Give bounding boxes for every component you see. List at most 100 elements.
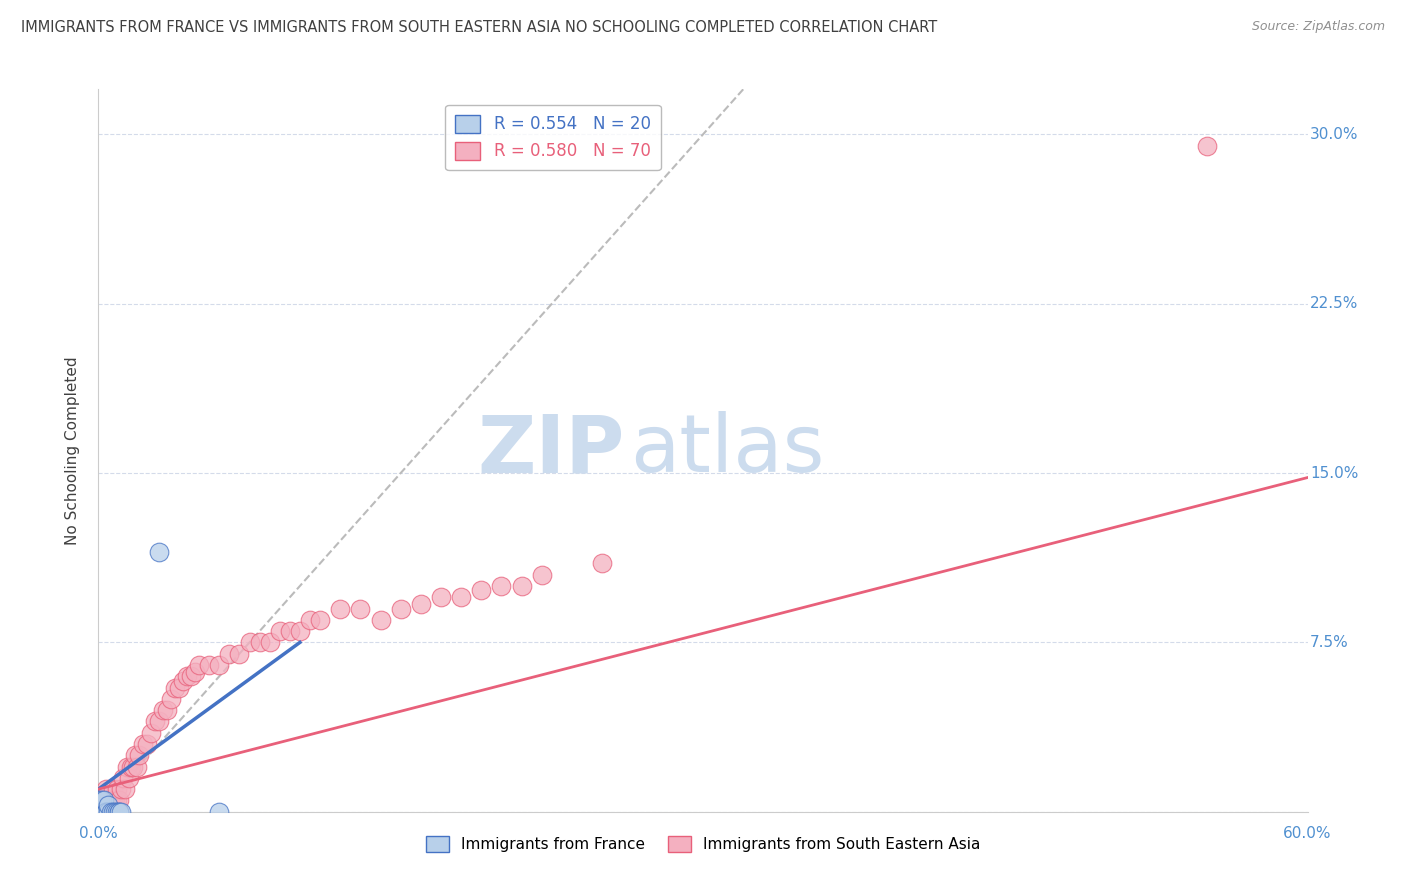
Point xyxy=(163,681,186,695)
Text: 15.0%: 15.0% xyxy=(1310,466,1358,481)
Point xyxy=(591,557,613,571)
Point xyxy=(208,657,231,672)
Point xyxy=(128,748,150,763)
Point xyxy=(96,805,118,819)
Point xyxy=(107,793,129,807)
Point xyxy=(89,805,111,819)
Point xyxy=(105,793,128,807)
Point xyxy=(105,782,128,797)
Point xyxy=(491,579,513,593)
Point xyxy=(105,805,128,819)
Point xyxy=(409,597,432,611)
Point xyxy=(389,601,412,615)
Text: 22.5%: 22.5% xyxy=(1310,296,1358,311)
Point xyxy=(172,673,194,688)
Point xyxy=(91,793,114,807)
Point xyxy=(93,805,115,819)
Point xyxy=(100,805,122,819)
Point xyxy=(93,793,115,807)
Point xyxy=(278,624,301,639)
Point xyxy=(96,782,118,797)
Point xyxy=(228,647,250,661)
Point xyxy=(176,669,198,683)
Point xyxy=(299,613,322,627)
Point xyxy=(370,613,392,627)
Point xyxy=(115,759,138,773)
Point xyxy=(288,624,311,639)
Point xyxy=(530,567,553,582)
Point xyxy=(188,657,211,672)
Text: ZIP: ZIP xyxy=(477,411,624,490)
Point xyxy=(101,793,124,807)
Point xyxy=(470,583,492,598)
Point xyxy=(143,714,166,729)
Point xyxy=(148,714,170,729)
Point xyxy=(239,635,262,649)
Point xyxy=(118,771,141,785)
Point xyxy=(97,797,120,812)
Point xyxy=(103,805,125,819)
Point xyxy=(249,635,271,649)
Point xyxy=(101,805,124,819)
Legend: Immigrants from France, Immigrants from South Eastern Asia: Immigrants from France, Immigrants from … xyxy=(419,830,987,858)
Point xyxy=(100,805,122,819)
Point xyxy=(132,737,155,751)
Point xyxy=(111,771,134,785)
Point xyxy=(89,793,111,807)
Point xyxy=(121,759,143,773)
Point xyxy=(180,669,202,683)
Point xyxy=(259,635,281,649)
Point xyxy=(167,681,190,695)
Point xyxy=(208,805,231,819)
Text: atlas: atlas xyxy=(630,411,825,490)
Point xyxy=(107,805,129,819)
Point xyxy=(101,782,124,797)
Point xyxy=(91,793,114,807)
Point xyxy=(430,591,453,605)
Point xyxy=(349,601,371,615)
Point xyxy=(184,665,207,679)
Point xyxy=(269,624,291,639)
Point xyxy=(139,725,162,739)
Point xyxy=(1195,138,1218,153)
Point xyxy=(124,748,146,763)
Point xyxy=(96,805,118,819)
Text: IMMIGRANTS FROM FRANCE VS IMMIGRANTS FROM SOUTH EASTERN ASIA NO SCHOOLING COMPLE: IMMIGRANTS FROM FRANCE VS IMMIGRANTS FRO… xyxy=(21,20,938,35)
Point xyxy=(120,759,142,773)
Point xyxy=(198,657,221,672)
Point xyxy=(148,545,170,559)
Point xyxy=(107,805,129,819)
Point xyxy=(96,793,118,807)
Point xyxy=(218,647,240,661)
Point xyxy=(160,691,183,706)
Point xyxy=(89,805,111,819)
Point xyxy=(114,782,136,797)
Y-axis label: No Schooling Completed: No Schooling Completed xyxy=(65,356,80,545)
Point xyxy=(135,737,157,751)
Text: 30.0%: 30.0% xyxy=(1310,127,1358,142)
Point xyxy=(91,805,114,819)
Point xyxy=(97,805,120,819)
Text: 7.5%: 7.5% xyxy=(1310,635,1348,650)
Point xyxy=(97,793,120,807)
Text: 60.0%: 60.0% xyxy=(1284,826,1331,841)
Point xyxy=(329,601,352,615)
Point xyxy=(89,793,111,807)
Point xyxy=(93,787,115,801)
Point xyxy=(93,805,115,819)
Point xyxy=(91,805,114,819)
Point xyxy=(103,793,125,807)
Point xyxy=(510,579,533,593)
Text: 0.0%: 0.0% xyxy=(79,826,118,841)
Point xyxy=(89,805,111,819)
Point xyxy=(309,613,332,627)
Point xyxy=(450,591,472,605)
Point xyxy=(100,793,122,807)
Point xyxy=(103,805,125,819)
Point xyxy=(125,759,148,773)
Point xyxy=(156,703,179,717)
Point xyxy=(107,805,129,819)
Point xyxy=(110,805,132,819)
Point xyxy=(91,805,114,819)
Point xyxy=(97,805,120,819)
